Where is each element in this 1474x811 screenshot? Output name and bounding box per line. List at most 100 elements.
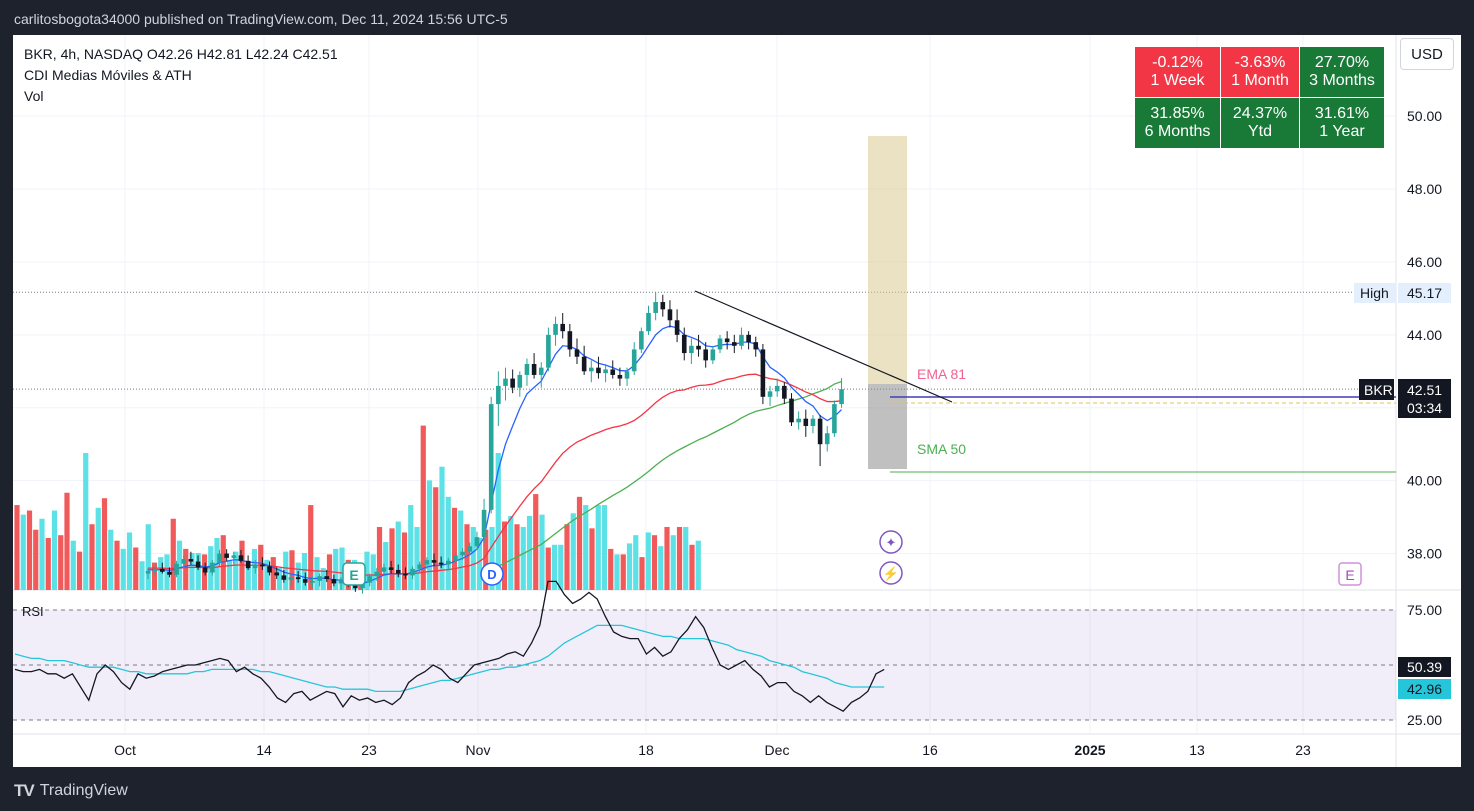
volume-bar-down (26, 510, 33, 590)
candle-up (689, 345, 694, 354)
volume-bar-up (245, 561, 251, 590)
candle-up (824, 433, 830, 445)
symbol-ohlc: BKR, 4h, NASDAQ O42.26 H42.81 L42.24 C42… (24, 46, 338, 62)
candle-up (424, 560, 430, 565)
candle-down (160, 568, 165, 572)
volume-bar-up (314, 557, 320, 590)
volume-bar-up (83, 453, 89, 590)
time-tick-label: 23 (361, 742, 377, 758)
candle-down (395, 569, 401, 574)
volume-label: Vol (24, 88, 44, 104)
candle-down (667, 309, 673, 321)
rsi-ma-value: 42.96 (1407, 681, 1442, 697)
volume-bar-up (164, 554, 170, 590)
volume-bar-up (176, 540, 183, 590)
symbol-tag: BKR (1364, 382, 1393, 398)
candle-up (767, 391, 773, 397)
volume-bar-down (483, 529, 489, 590)
candle-up (374, 571, 380, 577)
candle-down (295, 577, 301, 580)
volume-bar-up (395, 521, 401, 590)
candles (145, 292, 844, 594)
performance-value: 27.70% (1314, 54, 1370, 71)
volume-bar-down (133, 547, 139, 590)
dividend-badge-label: D (487, 567, 496, 582)
candle-down (760, 349, 766, 397)
candle-up (503, 378, 508, 386)
volume-bar-down (14, 505, 20, 590)
volume-bar-up (683, 526, 689, 590)
volume-bar-down (664, 526, 670, 590)
volume-bar-up (601, 505, 608, 590)
volume-bar-up (445, 496, 451, 590)
volume-bar-up (439, 466, 445, 590)
candle-down (353, 584, 358, 589)
candle-up (546, 334, 551, 368)
candle-down (510, 378, 515, 388)
volume-bar-down (501, 521, 508, 590)
time-tick-label: 18 (638, 742, 654, 758)
rsi-value-bg (1398, 657, 1451, 677)
currency-button[interactable]: USD (1400, 38, 1454, 70)
volume-bar-up (595, 505, 601, 590)
candle-down (724, 338, 730, 343)
candle-up (710, 349, 716, 361)
volume-bar-up (320, 568, 326, 590)
future-earnings-badge-label: E (1345, 567, 1354, 583)
candle-up (631, 349, 637, 372)
volume-bar-down (308, 505, 314, 590)
volume-bar-up (458, 510, 464, 590)
chart-legend: BKR, 4h, NASDAQ O42.26 H42.81 L42.24 C42… (24, 44, 338, 107)
candle-up (488, 404, 494, 510)
volume-bar-up (226, 559, 233, 590)
volume-bar-up (189, 553, 195, 590)
volume-bar-up (508, 516, 514, 590)
candle-up (589, 367, 594, 372)
volume-bar-up (283, 551, 289, 590)
volume-bar-up (139, 561, 145, 590)
volume-bar-down (451, 507, 458, 590)
performance-period: 6 Months (1144, 123, 1211, 140)
candle-up (639, 331, 644, 350)
volume-bar-up (670, 535, 676, 590)
rsi-pane: RSI (13, 580, 1396, 721)
volume-bar-up (339, 547, 345, 590)
volume-bar-up (645, 532, 651, 590)
candle-up (467, 546, 473, 552)
performance-value: 31.85% (1150, 105, 1205, 122)
countdown-label: 03:34 (1407, 400, 1442, 416)
candle-up (460, 551, 465, 556)
volume-bar-up (489, 526, 495, 590)
candle-up (152, 568, 158, 572)
high-label: High (1360, 285, 1389, 301)
volume-bar-down (101, 498, 108, 590)
tradingview-logo-icon: TV (14, 781, 35, 800)
candle-up (496, 385, 501, 405)
candle-up (252, 564, 258, 569)
sparkle-glyph-icon: ✦ (886, 535, 897, 550)
volume-bar-up (70, 540, 76, 590)
performance-cell: 31.85% 6 Months (1135, 98, 1220, 148)
candle-down (703, 349, 708, 361)
volume-bar-down (576, 496, 583, 590)
volume-bar-down (151, 562, 158, 590)
candle-down (224, 553, 229, 558)
volume-bar-down (33, 529, 39, 590)
candle-down (610, 369, 616, 375)
performance-value: 31.61% (1314, 105, 1370, 122)
price-tick-label: 44.00 (1407, 327, 1442, 343)
performance-value: 24.37% (1232, 105, 1288, 122)
volume-bar-up (520, 526, 526, 590)
candle-up (832, 404, 837, 434)
volume-bar-down (464, 524, 470, 590)
target-zone (868, 136, 907, 384)
candle-up (145, 571, 151, 574)
volume-bar-down (76, 551, 83, 590)
candle-down (789, 398, 794, 423)
performance-table: -0.12% 1 Week -3.63% 1 Month 27.70% 3 Months 3… (1135, 47, 1384, 148)
volume-bar-up (470, 526, 476, 590)
volume-bar-down (545, 547, 551, 590)
volume-bar-up (476, 537, 483, 590)
volume-bar-down (651, 535, 658, 590)
